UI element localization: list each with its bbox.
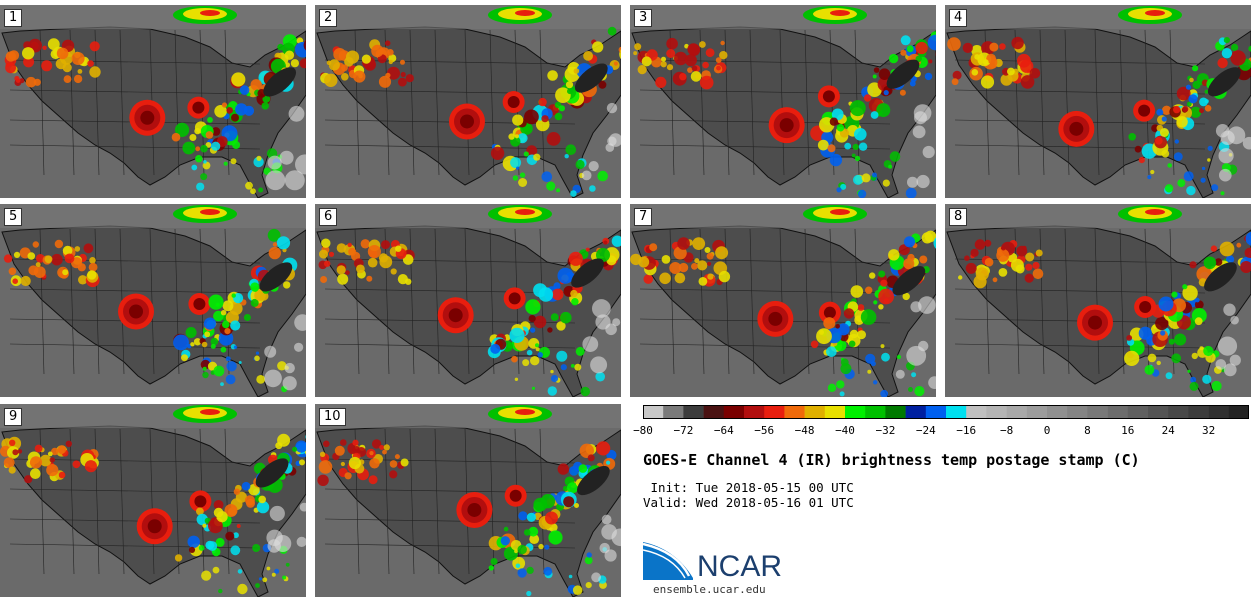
colorbar-tick-label: 32 (1201, 424, 1216, 437)
colorbar-swatch (885, 405, 906, 419)
colorbar-tick-label: −56 (754, 424, 775, 437)
colorbar-swatch (925, 405, 947, 419)
colorbar-tick-label: 8 (1084, 424, 1091, 437)
colorbar-tick-label: −64 (713, 424, 734, 437)
init-time: Init: Tue 2018-05-15 00 UTC (643, 480, 854, 495)
colorbar-swatch (946, 405, 967, 419)
colorbar-swatch (1168, 405, 1189, 419)
colorbar-swatch (683, 405, 704, 419)
member-number: 4 (949, 9, 968, 27)
colorbar-tick-label: −48 (794, 424, 815, 437)
colorbar (643, 405, 1249, 419)
chart-title: GOES-E Channel 4 (IR) brightness temp po… (643, 451, 1140, 469)
member-number: 10 (319, 408, 346, 426)
colorbar-swatch (1026, 405, 1048, 419)
forecast-panel-9: 9 (0, 404, 306, 597)
satellite-map (0, 204, 306, 397)
member-number: 1 (4, 9, 23, 27)
colorbar-tick-label: −8 (999, 424, 1014, 437)
colorbar-swatch (764, 405, 785, 419)
forecast-panel-5: 5 (0, 204, 306, 397)
colorbar-tick-label: −80 (633, 424, 653, 437)
colorbar-tick-label: −32 (875, 424, 896, 437)
colorbar-swatch (744, 405, 765, 419)
valid-time: Valid: Wed 2018-05-16 01 UTC (643, 495, 854, 510)
member-number: 5 (4, 208, 23, 226)
colorbar-swatch (1148, 405, 1169, 419)
ncar-logo-icon (643, 542, 693, 580)
colorbar-swatch (804, 405, 826, 419)
forecast-panel-4: 4 (945, 5, 1251, 198)
colorbar-swatch (643, 405, 664, 419)
colorbar-swatch (1127, 405, 1149, 419)
member-number: 2 (319, 9, 338, 27)
colorbar-tick-label: −40 (835, 424, 855, 437)
colorbar-swatch (663, 405, 684, 419)
colorbar-swatch (1006, 405, 1028, 419)
forecast-panel-6: 6 (315, 204, 621, 397)
colorbar-swatch (905, 405, 927, 419)
colorbar-swatch (824, 405, 846, 419)
colorbar-tick-label: −72 (673, 424, 694, 437)
colorbar-swatch (703, 405, 725, 419)
satellite-map (315, 404, 621, 597)
colorbar-swatch (1188, 405, 1209, 419)
forecast-panel-8: 8 (945, 204, 1251, 397)
satellite-map (945, 5, 1251, 198)
forecast-panel-7: 7 (630, 204, 936, 397)
member-number: 9 (4, 408, 23, 426)
forecast-panel-10: 10 (315, 404, 621, 597)
member-number: 8 (949, 208, 968, 226)
colorbar-swatch (865, 405, 886, 419)
member-number: 6 (319, 208, 338, 226)
colorbar-swatch (1047, 405, 1068, 419)
colorbar-tick-label: 24 (1161, 424, 1175, 437)
member-number: 3 (634, 9, 653, 27)
colorbar-tick-label: 16 (1121, 424, 1135, 437)
colorbar-swatch (1067, 405, 1088, 419)
colorbar-swatch (1087, 405, 1108, 419)
member-number: 7 (634, 208, 653, 226)
ncar-logo-text: NCAR (697, 550, 783, 583)
colorbar-tick-label: −24 (915, 424, 936, 437)
satellite-map (630, 5, 936, 198)
source-url: ensemble.ucar.edu (653, 583, 766, 596)
satellite-map (630, 204, 936, 397)
colorbar-tick-label: 0 (1043, 424, 1051, 437)
colorbar-swatch (986, 405, 1007, 419)
colorbar-swatch (723, 405, 745, 419)
forecast-panel-3: 3 (630, 5, 936, 198)
colorbar-swatch (1228, 405, 1249, 419)
colorbar-swatch (784, 405, 805, 419)
satellite-map (945, 204, 1251, 397)
colorbar-swatch (966, 405, 987, 419)
forecast-panel-1: 1 (0, 5, 306, 198)
colorbar-swatch (845, 405, 866, 419)
satellite-map (0, 404, 306, 597)
colorbar-swatch (1208, 405, 1230, 419)
colorbar-swatch (1107, 405, 1129, 419)
satellite-map (315, 204, 621, 397)
colorbar-tick-label: −16 (956, 424, 977, 437)
satellite-map (315, 5, 621, 198)
forecast-panel-2: 2 (315, 5, 621, 198)
satellite-map (0, 5, 306, 198)
